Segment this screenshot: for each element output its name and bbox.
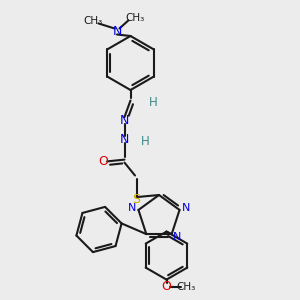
- Text: S: S: [133, 193, 140, 206]
- Text: O: O: [99, 155, 108, 168]
- Text: CH₃: CH₃: [125, 13, 145, 23]
- Text: CH₃: CH₃: [176, 281, 196, 292]
- Text: N: N: [182, 202, 190, 212]
- Text: N: N: [120, 113, 129, 127]
- Text: N: N: [112, 25, 122, 38]
- Text: N: N: [120, 133, 129, 146]
- Text: CH₃: CH₃: [83, 16, 103, 26]
- Text: O: O: [162, 280, 171, 293]
- Text: H: H: [148, 95, 158, 109]
- Text: N: N: [128, 202, 136, 212]
- Text: N: N: [173, 232, 181, 242]
- Text: H: H: [141, 135, 150, 148]
